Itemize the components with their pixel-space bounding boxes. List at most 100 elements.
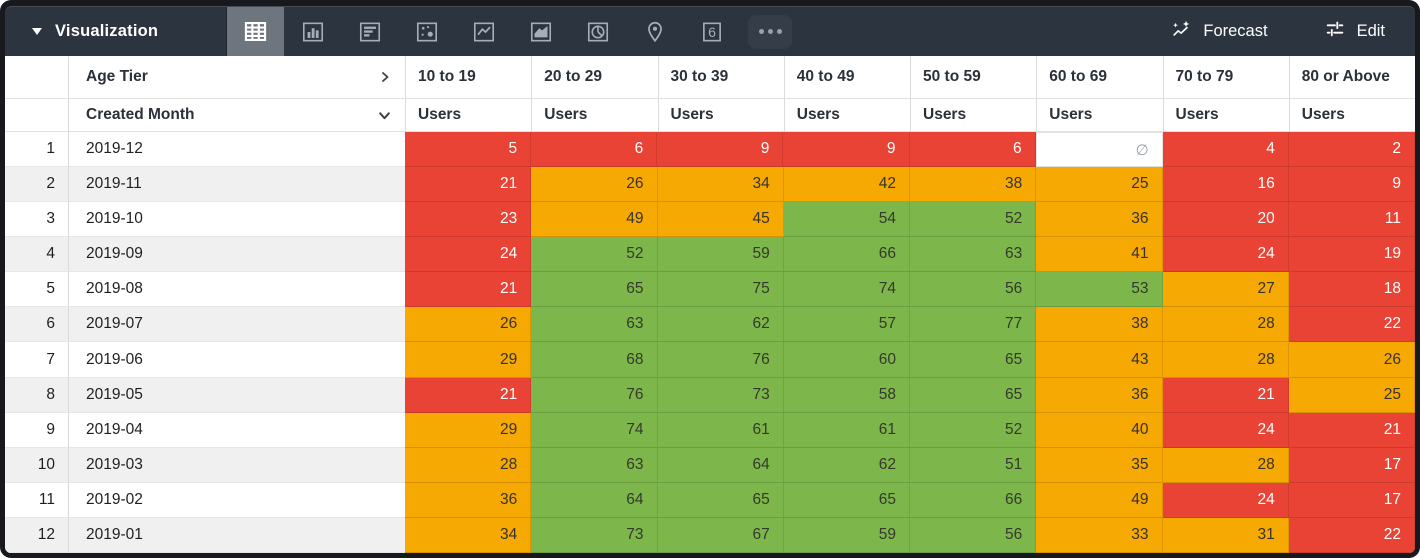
- measure-header[interactable]: Users: [657, 99, 784, 132]
- measure-header[interactable]: Users: [405, 99, 532, 132]
- users-value-cell[interactable]: 65: [910, 342, 1037, 378]
- users-value-cell[interactable]: 28: [1162, 447, 1289, 483]
- users-value-cell[interactable]: 59: [657, 237, 784, 273]
- table-icon[interactable]: [227, 7, 284, 56]
- users-value-cell[interactable]: 49: [1036, 482, 1163, 518]
- users-value-cell[interactable]: 9: [783, 132, 910, 168]
- users-value-cell[interactable]: 74: [783, 272, 910, 308]
- created-month-cell[interactable]: 2019-05: [68, 377, 405, 413]
- pivot-column-header[interactable]: 70 to 79: [1162, 56, 1289, 99]
- created-month-cell[interactable]: 2019-04: [68, 412, 405, 448]
- users-value-cell[interactable]: 21: [405, 167, 532, 203]
- users-value-cell[interactable]: 57: [783, 307, 910, 343]
- users-value-cell[interactable]: 22: [1288, 307, 1415, 343]
- users-value-cell[interactable]: 2: [1288, 132, 1415, 168]
- measure-header[interactable]: Users: [1036, 99, 1163, 132]
- users-value-cell[interactable]: 53: [1036, 272, 1163, 308]
- users-value-cell[interactable]: 24: [1162, 482, 1289, 518]
- users-value-cell[interactable]: 66: [783, 237, 910, 273]
- row-field-header[interactable]: Created Month: [68, 99, 405, 132]
- measure-header[interactable]: Users: [531, 99, 658, 132]
- edit-button[interactable]: Edit: [1324, 7, 1385, 56]
- users-value-cell[interactable]: 21: [1162, 377, 1289, 413]
- users-value-cell[interactable]: 65: [531, 272, 658, 308]
- users-value-cell[interactable]: 21: [1288, 412, 1415, 448]
- users-value-cell[interactable]: 73: [531, 517, 658, 553]
- users-value-cell[interactable]: 65: [910, 377, 1037, 413]
- users-value-cell[interactable]: 28: [405, 447, 532, 483]
- measure-header[interactable]: Users: [783, 99, 910, 132]
- users-value-cell[interactable]: 64: [657, 447, 784, 483]
- users-value-cell[interactable]: 21: [405, 377, 532, 413]
- users-value-cell[interactable]: 65: [783, 482, 910, 518]
- users-value-cell[interactable]: 52: [910, 412, 1037, 448]
- created-month-cell[interactable]: 2019-07: [68, 307, 405, 343]
- created-month-cell[interactable]: 2019-03: [68, 447, 405, 483]
- pivot-column-header[interactable]: 60 to 69: [1036, 56, 1163, 99]
- users-value-cell[interactable]: 35: [1036, 447, 1163, 483]
- users-value-cell[interactable]: 56: [910, 272, 1037, 308]
- users-value-cell[interactable]: 11: [1288, 202, 1415, 238]
- pivot-column-header[interactable]: 80 or Above: [1288, 56, 1415, 99]
- users-value-cell[interactable]: 17: [1288, 447, 1415, 483]
- forecast-button[interactable]: Forecast: [1170, 7, 1268, 56]
- users-value-cell[interactable]: 24: [1162, 237, 1289, 273]
- users-value-cell[interactable]: 26: [1288, 342, 1415, 378]
- users-value-cell[interactable]: 62: [783, 447, 910, 483]
- collapse-caret-icon[interactable]: [32, 28, 42, 35]
- users-value-cell[interactable]: 63: [531, 447, 658, 483]
- users-value-cell[interactable]: 24: [1162, 412, 1289, 448]
- created-month-cell[interactable]: 2019-08: [68, 272, 405, 308]
- row-chart-icon[interactable]: [341, 7, 398, 56]
- users-value-cell[interactable]: 73: [657, 377, 784, 413]
- users-value-cell[interactable]: 5: [405, 132, 532, 168]
- users-value-cell[interactable]: 63: [910, 237, 1037, 273]
- created-month-cell[interactable]: 2019-10: [68, 202, 405, 238]
- chevron-right-icon[interactable]: [379, 71, 391, 83]
- single-value-icon[interactable]: 6: [683, 7, 740, 56]
- users-value-cell[interactable]: 27: [1162, 272, 1289, 308]
- users-value-cell[interactable]: 61: [783, 412, 910, 448]
- users-value-cell[interactable]: 43: [1036, 342, 1163, 378]
- users-value-cell[interactable]: 20: [1162, 202, 1289, 238]
- users-value-cell[interactable]: 6: [531, 132, 658, 168]
- users-value-cell[interactable]: 16: [1162, 167, 1289, 203]
- pivot-column-header[interactable]: 50 to 59: [910, 56, 1037, 99]
- created-month-cell[interactable]: 2019-06: [68, 342, 405, 378]
- created-month-cell[interactable]: 2019-11: [68, 167, 405, 203]
- users-value-cell[interactable]: 52: [531, 237, 658, 273]
- users-value-cell[interactable]: 76: [657, 342, 784, 378]
- created-month-cell[interactable]: 2019-09: [68, 237, 405, 273]
- users-value-cell[interactable]: 36: [1036, 377, 1163, 413]
- more-options-icon[interactable]: [748, 14, 792, 49]
- map-pin-icon[interactable]: [626, 7, 683, 56]
- scatter-plot-icon[interactable]: [398, 7, 455, 56]
- users-value-cell[interactable]: 22: [1288, 517, 1415, 553]
- users-value-cell[interactable]: 58: [783, 377, 910, 413]
- users-value-cell[interactable]: 67: [657, 517, 784, 553]
- users-value-cell[interactable]: 51: [910, 447, 1037, 483]
- users-value-cell[interactable]: 21: [405, 272, 532, 308]
- users-value-cell[interactable]: 38: [910, 167, 1037, 203]
- users-value-cell[interactable]: 25: [1036, 167, 1163, 203]
- users-value-cell[interactable]: 59: [783, 517, 910, 553]
- users-value-cell[interactable]: 18: [1288, 272, 1415, 308]
- users-value-cell[interactable]: 62: [657, 307, 784, 343]
- pivot-column-header[interactable]: 30 to 39: [657, 56, 784, 99]
- pivot-field-header[interactable]: Age Tier: [68, 56, 405, 99]
- measure-header[interactable]: Users: [910, 99, 1037, 132]
- users-value-cell[interactable]: 52: [910, 202, 1037, 238]
- users-value-cell[interactable]: 26: [405, 307, 532, 343]
- visualization-section-header[interactable]: Visualization: [5, 7, 226, 56]
- users-value-cell[interactable]: 49: [531, 202, 658, 238]
- pie-chart-icon[interactable]: [569, 7, 626, 56]
- users-value-cell[interactable]: 9: [1288, 167, 1415, 203]
- users-value-cell[interactable]: 4: [1162, 132, 1289, 168]
- users-value-cell[interactable]: 26: [531, 167, 658, 203]
- users-value-cell[interactable]: 38: [1036, 307, 1163, 343]
- users-value-cell[interactable]: 54: [783, 202, 910, 238]
- users-value-cell[interactable]: 68: [531, 342, 658, 378]
- users-value-cell[interactable]: 28: [1162, 307, 1289, 343]
- users-value-cell[interactable]: 56: [910, 517, 1037, 553]
- users-value-cell[interactable]: 65: [657, 482, 784, 518]
